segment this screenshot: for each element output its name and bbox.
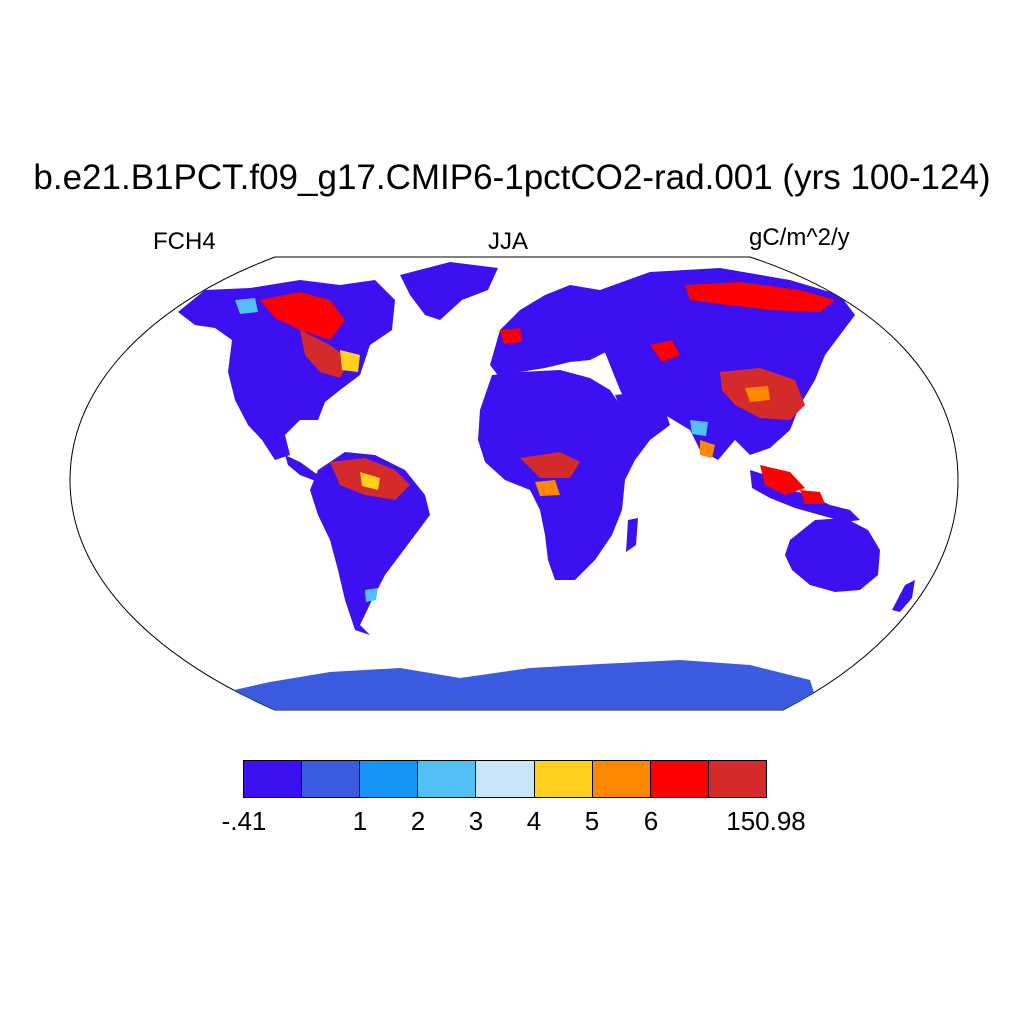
colorbar-label: 5 [584,806,600,836]
europe [490,285,625,378]
colorbar-label: 6 [643,806,659,836]
antarctica [220,660,820,710]
season-label: JJA [488,228,529,255]
colorbar-label: 1 [352,806,368,836]
greenland [400,262,498,320]
high-flux-patches [235,282,835,602]
madagascar [626,518,638,552]
colorbar-box-8 [708,761,766,797]
colorbar-label: -.41 [221,806,267,836]
colorbar-box-7 [650,761,709,797]
colorbar-box-5 [534,761,593,797]
colorbar-label: 4 [526,806,542,836]
colorbar-label: 150.98 [726,806,806,836]
australia [785,518,880,592]
units-label: gC/m^2/y [749,224,850,251]
south-america [310,452,430,635]
colorbar-box-0 [244,761,303,797]
colorbar-box-2 [360,761,419,797]
colorbar [243,760,767,798]
colorbar-box-6 [592,761,651,797]
colorbar-box-4 [476,761,535,797]
figure-title: b.e21.B1PCT.f09_g17.CMIP6-1pctCO2-rad.00… [33,158,991,197]
colorbar-box-3 [418,761,477,797]
new-zealand [892,580,915,612]
colorbar-box-1 [302,761,361,797]
arabia [615,392,670,440]
colorbar-label: 2 [410,806,426,836]
variable-label: FCH4 [153,228,216,255]
colorbar-label: 3 [468,806,484,836]
